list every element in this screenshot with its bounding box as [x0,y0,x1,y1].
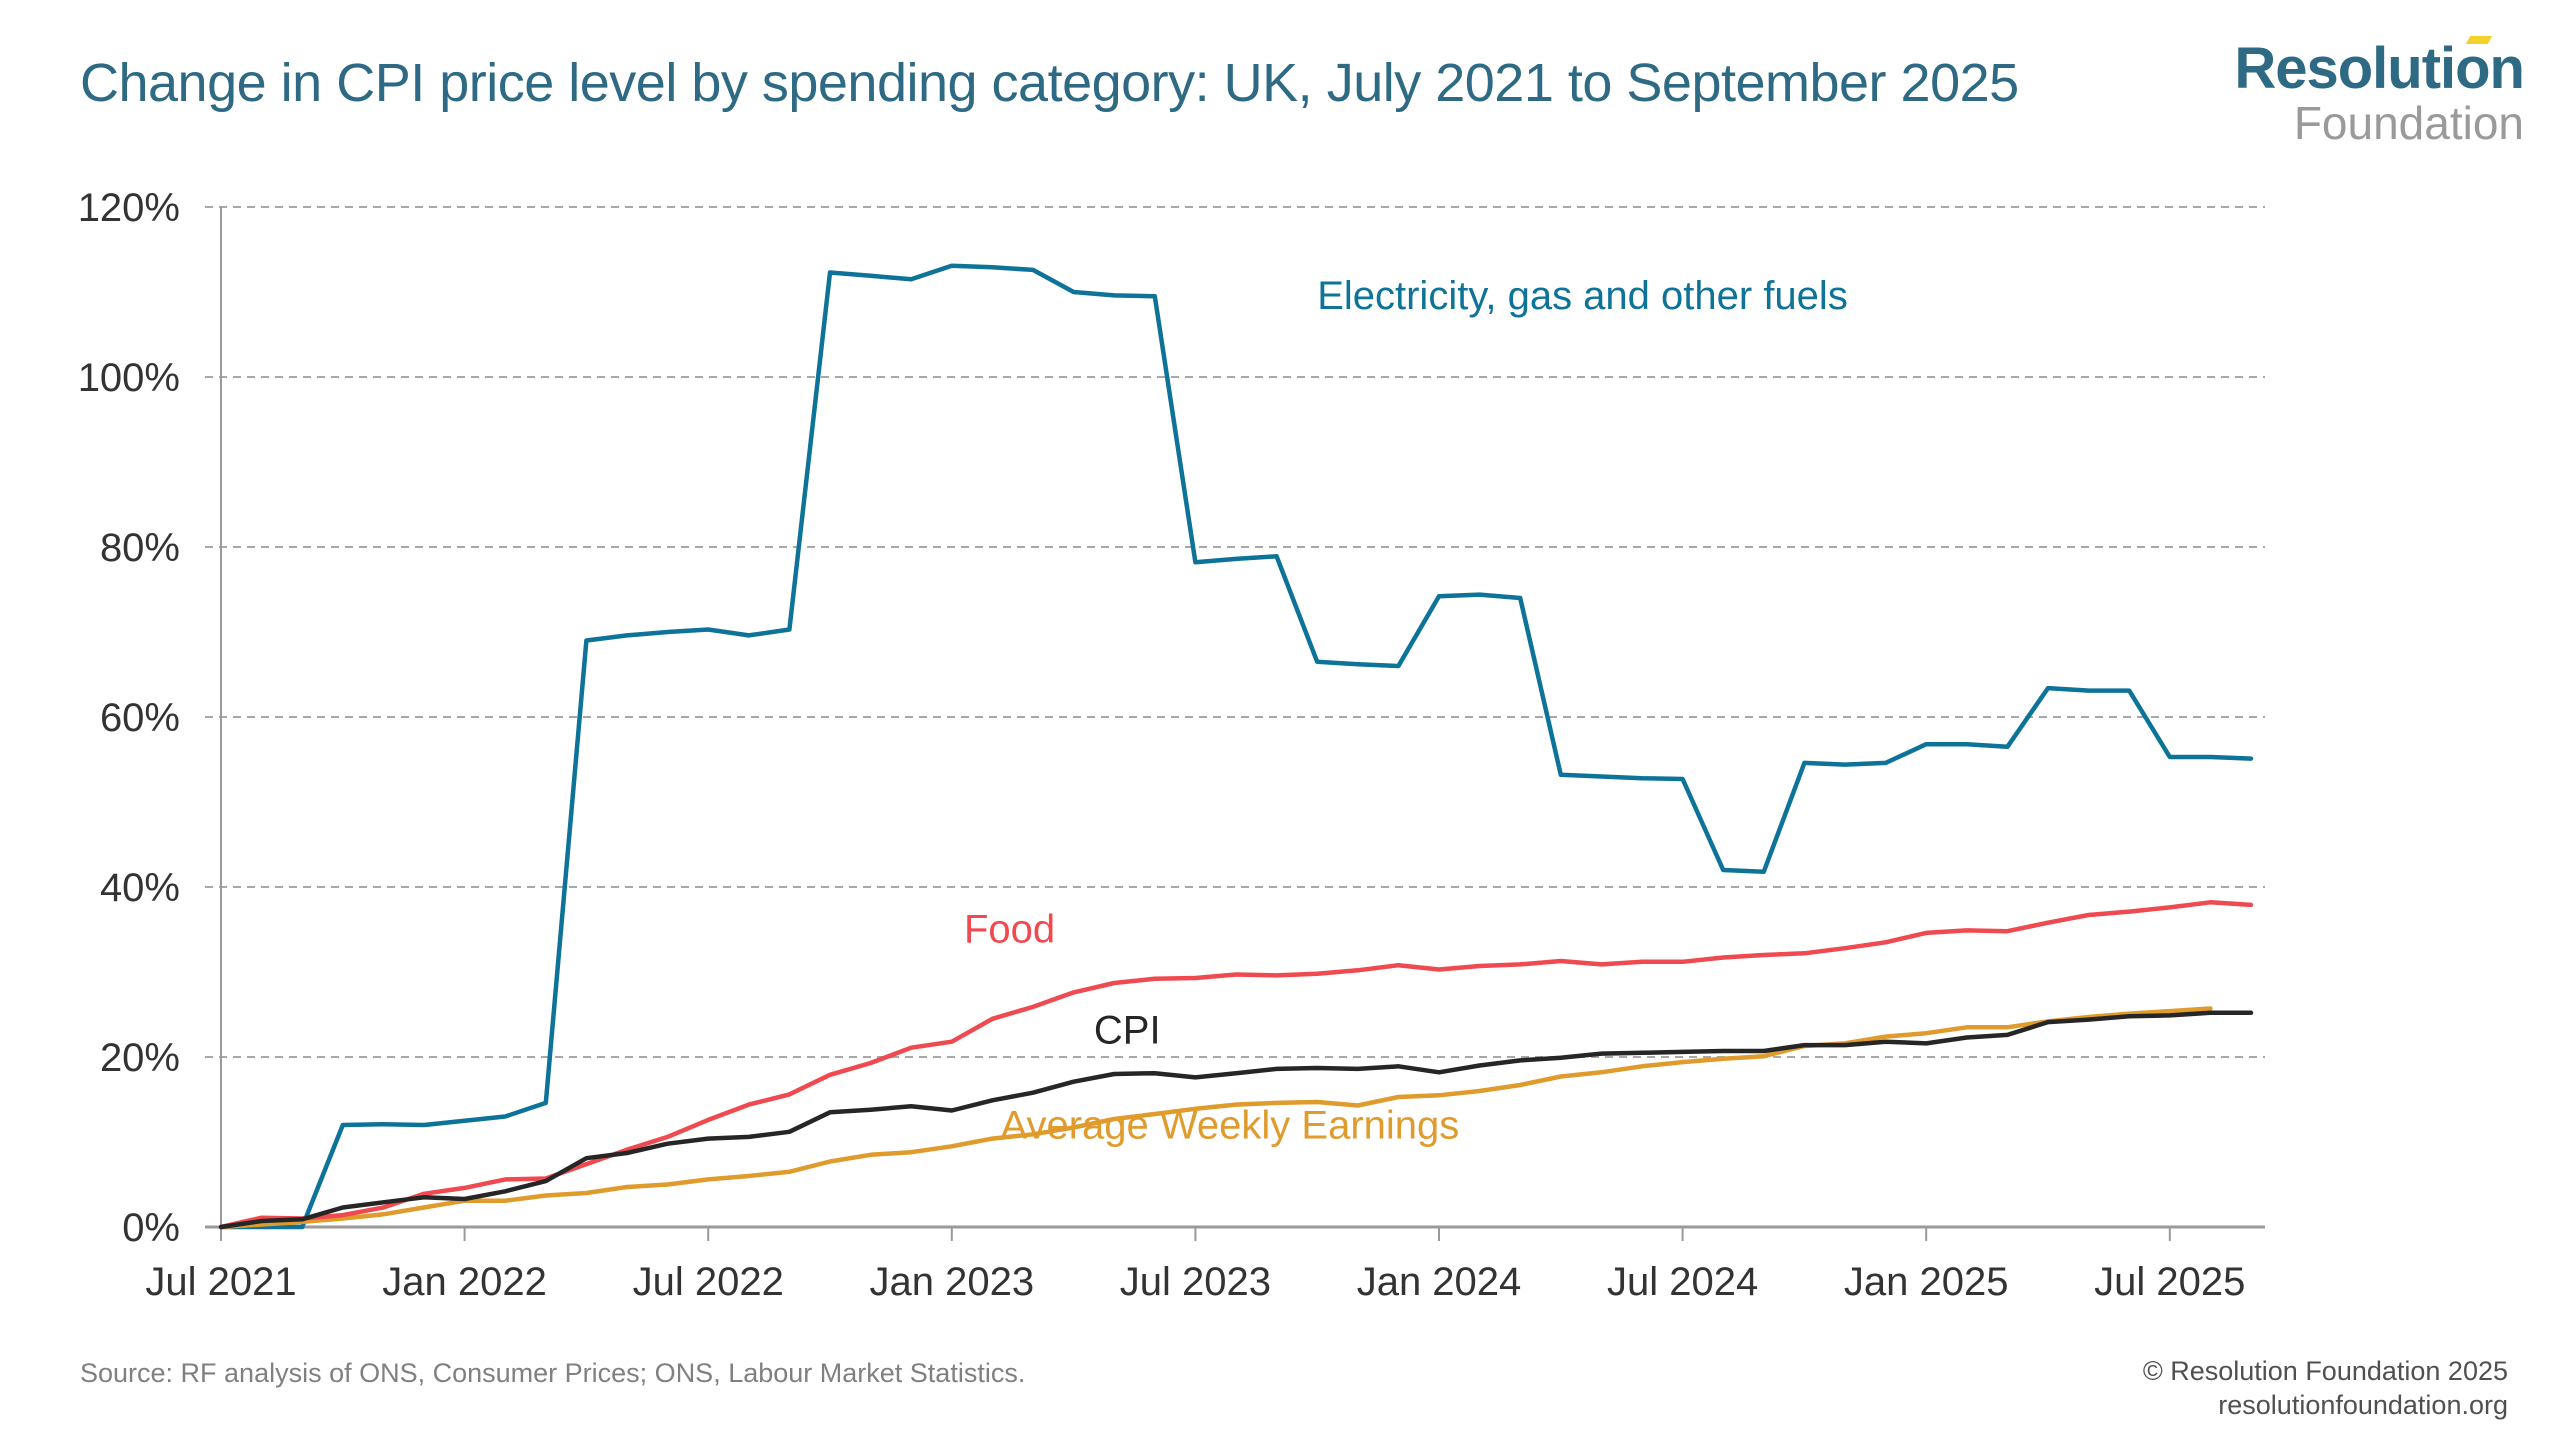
series-labels: Electricity, gas and other fuels Food CPI A… [964,274,1848,1148]
y-tick-label: 20% [100,1036,180,1080]
series-line-food [218,900,2254,1230]
series-label-electricity-gas-and-other-fuels: Electricity, gas and other fuels [1317,274,1848,318]
source-note: Source: RF analysis of ONS, Consumer Pri… [80,1358,1026,1388]
x-tick-label: Jul 2021 [145,1260,296,1304]
x-tick-label: Jan 2022 [382,1260,547,1304]
y-tick-label: 60% [100,696,180,740]
resolution-foundation-logo: Resolution Foundation [2234,36,2525,149]
y-tick-label: 0% [122,1206,180,1250]
chart-title: Change in CPI price level by spending ca… [80,53,2019,113]
x-tick-label: Jan 2025 [1844,1260,2009,1304]
y-tick-label: 100% [78,356,180,400]
logo-wordmark-primary: Resolution [2234,36,2525,98]
x-tick-label: Jul 2025 [2094,1260,2245,1304]
x-tick-label: Jan 2024 [1357,1260,1522,1304]
x-axis-ticks: Jul 2021 Jan 2022 Jul 2022 Jan 2023 Jul 2023… [145,1227,2245,1304]
y-axis-tick-labels: 0% 20% 40% 60% 80% 100% 120% [78,186,180,1250]
series-line-average-weekly-earnings [218,1006,2213,1230]
logo-line-1: Resolution [2234,36,2525,101]
x-tick-label: Jul 2024 [1607,1260,1758,1304]
copyright-text: © Resolution Foundation 2025 [2142,1356,2508,1386]
x-tick-label: Jan 2023 [870,1260,1035,1304]
logo-line-2: Foundation [2293,97,2524,149]
series-lines [218,263,2254,1230]
y-tick-label: 80% [100,526,180,570]
y-tick-label: 120% [78,186,180,230]
series-line-electricity-gas-and-other-fuels [218,263,2254,1230]
series-label-average-weekly-earnings: Average Weekly Earnings [1001,1104,1460,1148]
y-tick-label: 40% [100,866,180,910]
series-label-food: Food [964,907,1055,951]
x-tick-label: Jul 2022 [633,1260,784,1304]
copyright-block: © Resolution Foundation 2025 resolutionf… [2143,1355,2508,1423]
website-link[interactable]: resolutionfoundation.org [2218,1389,2508,1420]
x-tick-label: Jul 2023 [1120,1260,1271,1304]
series-line-cpi [218,1010,2254,1230]
series-label-cpi: CPI [1094,1008,1161,1052]
